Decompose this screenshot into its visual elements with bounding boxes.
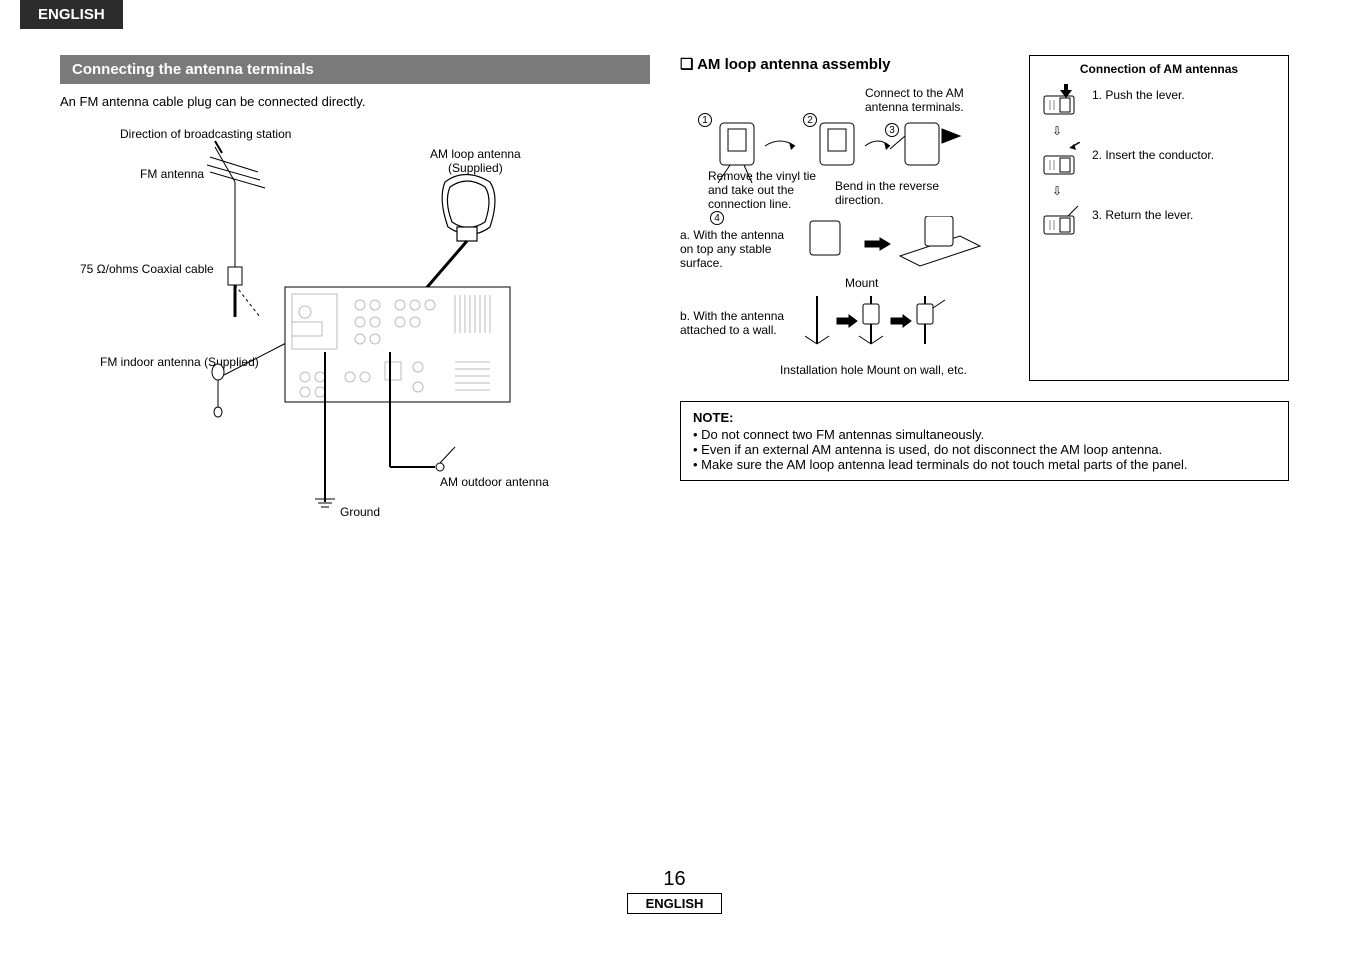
label-connect-to: Connect to the AM antenna terminals. [865, 86, 1000, 114]
note-title: NOTE: [693, 410, 1276, 425]
left-column: Connecting the antenna terminals An FM a… [60, 55, 650, 557]
step-num-4: 4 [710, 211, 724, 225]
antenna-diagram: Direction of broadcasting station FM ant… [60, 127, 650, 557]
am-loop-assembly: ❏ AM loop antenna assembly Connect to th… [680, 55, 1014, 381]
label-step1: Remove the vinyl tie and take out the co… [708, 169, 818, 211]
label-step4b: b. With the antenna attached to a wall. [680, 309, 800, 337]
conn-step-2: 2. Insert the conductor. [1038, 142, 1280, 180]
insert-conductor-icon [1038, 142, 1080, 180]
diagram-svg [60, 127, 620, 527]
step4a-svg [800, 216, 1030, 286]
right-column: ❏ AM loop antenna assembly Connect to th… [680, 55, 1289, 557]
note-item: Do not connect two FM antennas simultane… [693, 427, 1276, 442]
page-footer: 16 ENGLISH [0, 868, 1349, 914]
label-step2: Bend in the reverse direction. [835, 179, 950, 207]
assembly-title-row: ❏ AM loop antenna assembly [680, 55, 1014, 73]
square-marker-icon: ❏ [680, 56, 693, 73]
footer-language: ENGLISH [627, 893, 723, 914]
lever-push-icon [1038, 82, 1080, 120]
conn-step-1: 1. Push the lever. [1038, 82, 1280, 120]
label-step4a: a. With the antenna on top any stable su… [680, 228, 800, 270]
conn-step3-text: 3. Return the lever. [1092, 202, 1193, 222]
section-title-antenna: Connecting the antenna terminals [60, 55, 650, 84]
language-tab: ENGLISH [20, 0, 123, 29]
conn-step1-text: 1. Push the lever. [1092, 82, 1185, 102]
conn-step-3: 3. Return the lever. [1038, 202, 1280, 240]
main-content: Connecting the antenna terminals An FM a… [60, 55, 1289, 557]
intro-text: An FM antenna cable plug can be connecte… [60, 94, 650, 109]
note-item: Even if an external AM antenna is used, … [693, 442, 1276, 457]
note-item: Make sure the AM loop antenna lead termi… [693, 457, 1276, 472]
label-install-caption: Installation hole Mount on wall, etc. [780, 363, 967, 377]
assembly-body: Connect to the AM antenna terminals. 1 2… [680, 81, 1014, 381]
connection-box-title: Connection of AM antennas [1038, 62, 1280, 76]
step4b-svg [805, 296, 1015, 356]
arrow-down-icon: ⇩ [1052, 124, 1280, 138]
connection-box: Connection of AM antennas 1. Push the le… [1029, 55, 1289, 381]
assembly-title: AM loop antenna assembly [697, 56, 890, 73]
note-box: NOTE: Do not connect two FM antennas sim… [680, 401, 1289, 481]
arrow-down-icon-2: ⇩ [1052, 184, 1280, 198]
note-list: Do not connect two FM antennas simultane… [693, 427, 1276, 472]
return-lever-icon [1038, 202, 1080, 240]
label-mount: Mount [845, 276, 878, 290]
conn-step2-text: 2. Insert the conductor. [1092, 142, 1214, 162]
page-number: 16 [0, 868, 1349, 891]
